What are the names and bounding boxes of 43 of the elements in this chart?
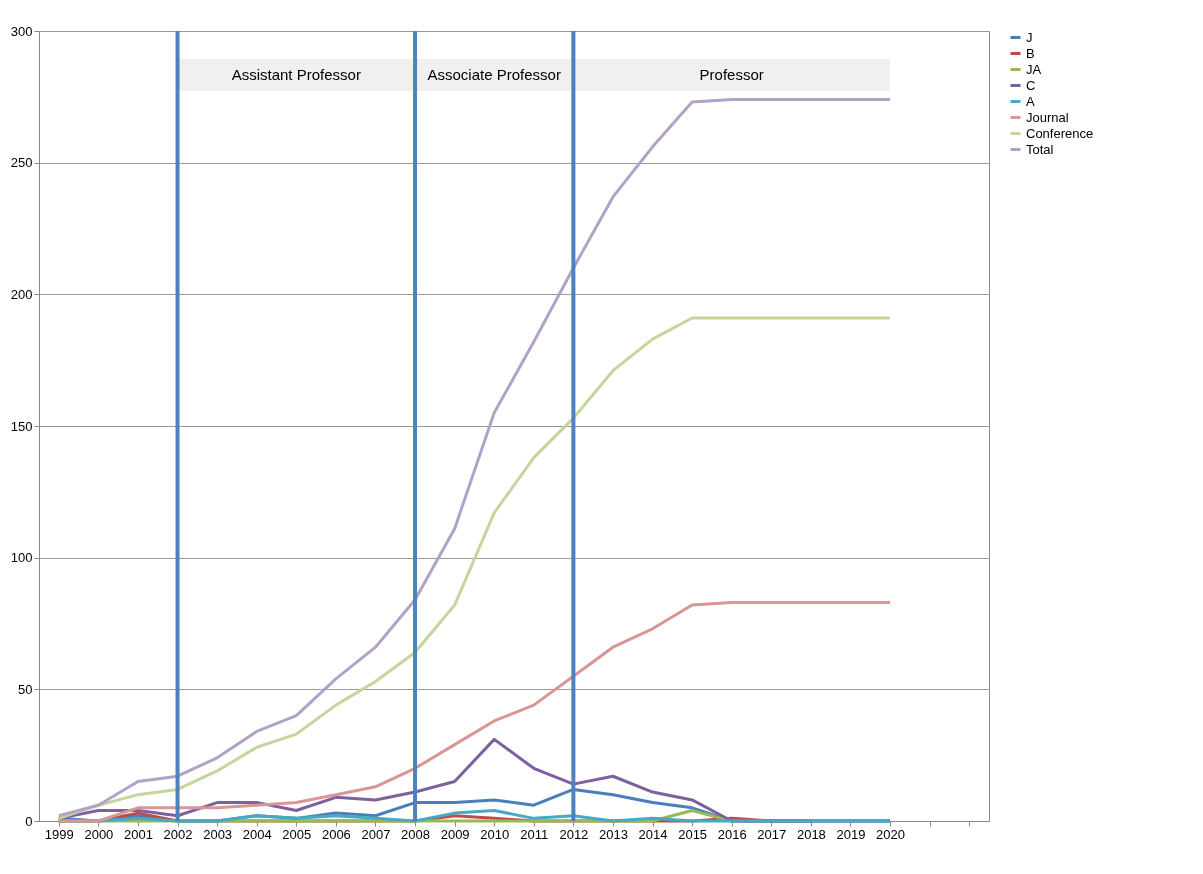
x-tick-label: 2009 (440, 826, 470, 842)
x-tick-label: 2004 (242, 826, 272, 842)
legend-label: B (1026, 45, 1035, 61)
x-tick-label: 2007 (361, 826, 391, 842)
band-label: Associate Professor (427, 66, 561, 83)
legend-label: J (1026, 29, 1033, 45)
legend-label: Total (1026, 141, 1054, 157)
x-tick-label: 2017 (757, 826, 787, 842)
x-tick-label: 1999 (44, 826, 74, 842)
band-label: Professor (699, 66, 764, 83)
y-tick-label: 250 (10, 155, 33, 171)
x-tick-label: 2001 (124, 826, 153, 842)
legend-label: JA (1026, 61, 1042, 77)
x-tick-label: 2020 (876, 826, 905, 842)
x-tick-label: 2018 (796, 826, 826, 842)
line-series (57, 600, 892, 823)
legend-label: Conference (1026, 125, 1094, 141)
x-tick-label: 2000 (84, 826, 114, 842)
x-tick-label: 2019 (836, 826, 866, 842)
x-tick-label: 2005 (282, 826, 312, 842)
line-series (57, 316, 892, 820)
x-tick-label: 2016 (717, 826, 747, 842)
x-tick-label: 2003 (203, 826, 233, 842)
line-series (57, 97, 892, 818)
legend-label: C (1026, 77, 1036, 93)
legend-label: Journal (1026, 109, 1069, 125)
band-label: Assistant Professor (231, 66, 361, 83)
x-tick-label: 2006 (321, 826, 351, 842)
y-tick-label: 150 (10, 418, 33, 434)
y-tick-label: 100 (10, 550, 33, 566)
x-tick-label: 2013 (599, 826, 628, 842)
x-tick-label: 2012 (559, 826, 589, 842)
x-tick-label: 2002 (163, 826, 193, 842)
x-tick-label: 2014 (638, 826, 668, 842)
x-tick-label: 2008 (401, 826, 430, 842)
legend-label: A (1026, 93, 1035, 109)
y-tick-label: 50 (18, 681, 33, 697)
x-tick-label: 2010 (480, 826, 510, 842)
y-tick-label: 0 (25, 813, 33, 829)
y-tick-label: 300 (10, 23, 33, 39)
y-tick-label: 200 (10, 286, 33, 302)
x-tick-label: 2015 (678, 826, 708, 842)
x-tick-label: 2011 (520, 826, 549, 842)
